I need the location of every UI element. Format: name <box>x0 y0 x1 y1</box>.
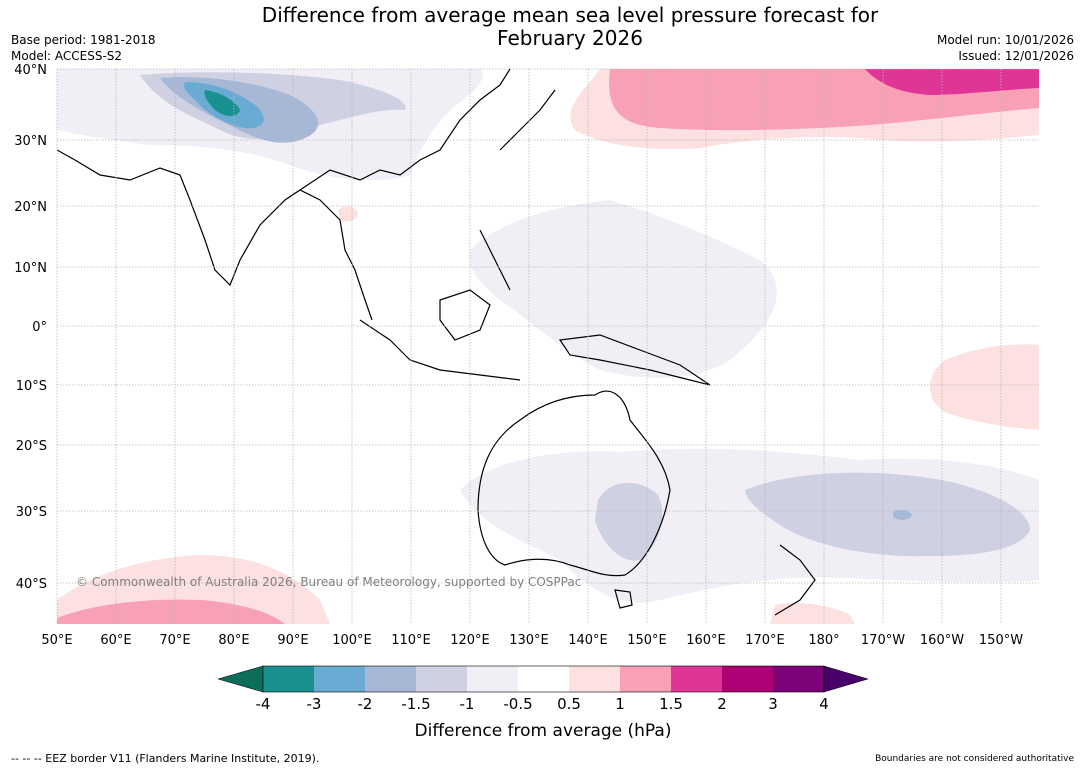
meta-right: Model run: 10/01/2026 Issued: 12/01/2026 <box>937 32 1074 64</box>
anomaly-nz-high <box>770 603 855 624</box>
lon-label: 170°W <box>861 633 905 648</box>
issued-date: Issued: 12/01/2026 <box>958 49 1074 63</box>
coast-australia <box>477 390 671 577</box>
anomaly-tropical-pacific-low <box>469 200 777 379</box>
eez-legend: -- -- -- EEZ border V11 (Flanders Marine… <box>11 752 320 765</box>
colorbar-tick: -2 <box>358 695 373 713</box>
colorbar-bin <box>722 666 773 692</box>
coast-new-zealand <box>774 544 816 616</box>
colorbar-bin <box>314 666 365 692</box>
colorbar-bin <box>416 666 467 692</box>
latitude-labels: 40°N 30°N 20°N 10°N 0° 10°S 20°S 30°S 40… <box>14 63 47 592</box>
coast-arabia-india <box>56 149 373 321</box>
title-line-1: Difference from average mean sea level p… <box>261 3 879 27</box>
anomaly-east-pacific-high <box>930 344 1039 430</box>
anomaly-australia-low <box>595 482 663 561</box>
colorbar-tick: 3 <box>768 695 778 713</box>
colorbar-extend-high <box>823 665 869 693</box>
lon-label: 180° <box>808 633 839 648</box>
coast-philippines <box>479 229 511 291</box>
coast-tasmania <box>614 589 633 609</box>
lon-label: 160°E <box>686 633 726 648</box>
colorbar-bin <box>620 666 671 692</box>
colorbar-bin <box>569 666 620 692</box>
lat-label: 30°N <box>14 134 47 149</box>
colorbar-bin <box>467 666 518 692</box>
anomaly-shading <box>57 69 1039 624</box>
page-title: Difference from average mean sea level p… <box>0 4 1085 50</box>
lon-label: 140°E <box>568 633 608 648</box>
lat-label: 20°S <box>16 439 47 454</box>
colorbar-extend-low <box>217 665 264 693</box>
lat-label: 20°N <box>14 200 47 215</box>
disclaimer: Boundaries are not considered authoritat… <box>875 754 1074 764</box>
lat-label: 40°N <box>14 63 47 78</box>
lon-label: 150°W <box>979 633 1023 648</box>
lon-label: 90°E <box>277 633 308 648</box>
anomaly-north-pacific-high-2 <box>865 69 1039 95</box>
model-name: Model: ACCESS-S2 <box>11 49 123 63</box>
coast-sumatra-java <box>359 319 521 381</box>
graticule <box>56 68 1039 624</box>
anomaly-small-low <box>893 509 912 520</box>
colorbar-tick: -4 <box>256 695 271 713</box>
lon-label: 50°E <box>41 633 72 648</box>
model-run: Model run: 10/01/2026 <box>936 33 1074 47</box>
colorbar-tick: 1 <box>615 695 625 713</box>
colorbar-tick: 1.5 <box>659 695 683 713</box>
lon-label: 150°E <box>627 633 667 648</box>
lon-label: 110°E <box>391 633 431 648</box>
lon-label: 70°E <box>159 633 190 648</box>
lon-label: 80°E <box>218 633 249 648</box>
colorbar-bin <box>263 666 314 692</box>
colorbar-tick: -1 <box>460 695 475 713</box>
lon-label: 100°E <box>332 633 372 648</box>
colorbar-label: Difference from average (hPa) <box>415 721 672 741</box>
anomaly-asia-low-4 <box>204 90 240 116</box>
colorbar-bin <box>671 666 722 692</box>
lat-label: 10°S <box>16 379 47 394</box>
colorbar-tick: -3 <box>307 695 322 713</box>
lat-label: 40°S <box>16 577 47 592</box>
colorbar-tick: -1.5 <box>401 695 430 713</box>
lon-label: 130°E <box>509 633 549 648</box>
title-line-2: February 2026 <box>497 26 643 50</box>
meta-left: Base period: 1981-2018 Model: ACCESS-S2 <box>11 32 156 64</box>
lat-label: 30°S <box>16 505 47 520</box>
lon-label: 160°W <box>920 633 964 648</box>
colorbar: -4 -3 -2 -1.5 -1 -0.5 0.5 1 1.5 2 3 4 Di… <box>217 665 869 741</box>
lon-label: 120°E <box>450 633 490 648</box>
coast-borneo <box>439 289 491 341</box>
colorbar-bin <box>518 666 569 692</box>
anomaly-indochina-high <box>338 206 358 222</box>
coast-new-guinea <box>558 334 711 386</box>
colorbar-tick: -0.5 <box>503 695 532 713</box>
anomaly-south-low-1 <box>745 472 1030 557</box>
coastlines <box>56 68 816 616</box>
lat-label: 10°N <box>14 261 47 276</box>
coast-china <box>299 68 511 191</box>
colorbar-bin <box>365 666 416 692</box>
colorbar-tick: 4 <box>819 695 829 713</box>
lat-label: 0° <box>32 320 47 335</box>
base-period: Base period: 1981-2018 <box>11 33 156 47</box>
lon-label: 170°E <box>745 633 785 648</box>
longitude-labels: 50°E 60°E 70°E 80°E 90°E 100°E 110°E 120… <box>41 633 1023 648</box>
copyright-watermark: © Commonwealth of Australia 2026, Bureau… <box>76 575 581 589</box>
lon-label: 60°E <box>100 633 131 648</box>
colorbar-tick: 0.5 <box>557 695 581 713</box>
anomaly-sw-high-1 <box>57 599 285 624</box>
colorbar-tick: 2 <box>717 695 727 713</box>
colorbar-bin <box>773 666 824 692</box>
